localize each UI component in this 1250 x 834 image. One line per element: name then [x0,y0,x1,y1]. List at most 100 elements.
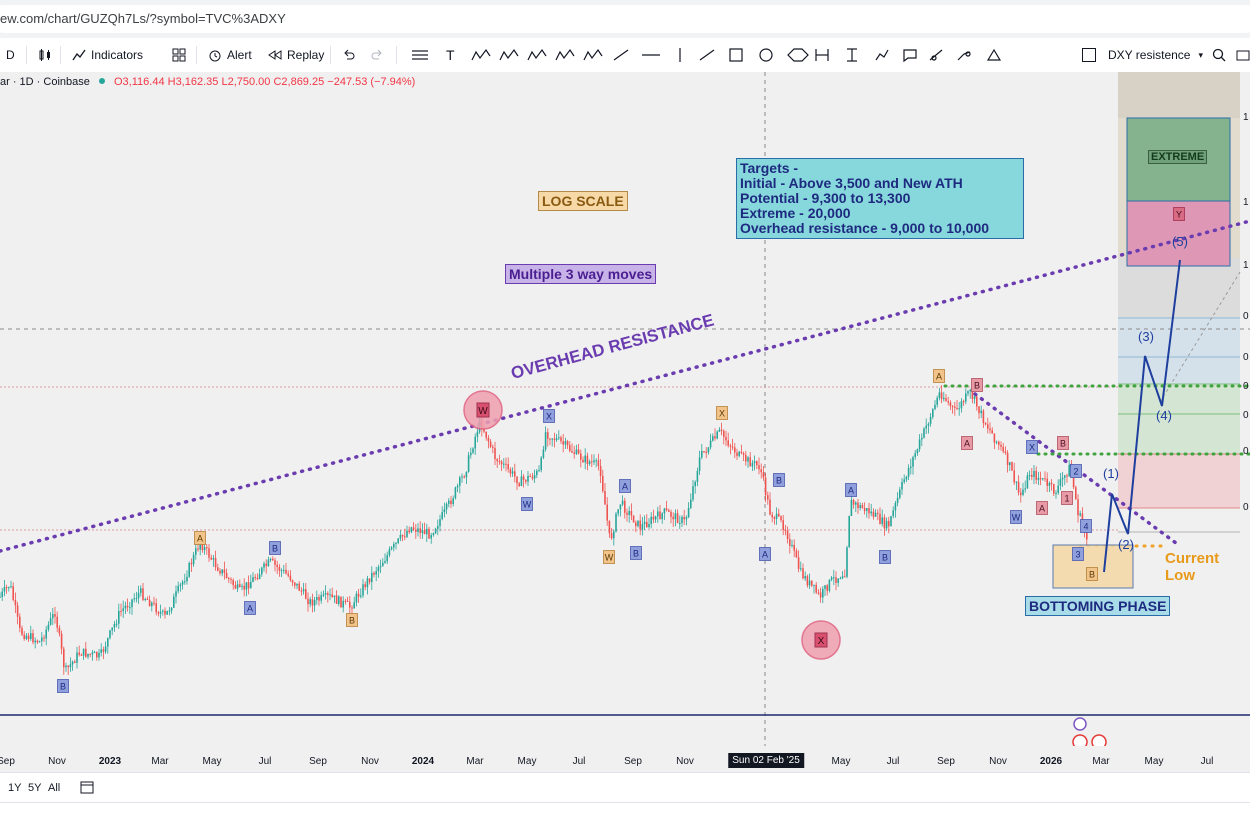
candle-body [168,610,171,612]
candle-body [883,517,886,529]
range-1y[interactable]: 1Y [8,782,22,794]
candle-body [927,423,930,426]
candle-body [384,561,386,563]
candle-body [142,588,144,600]
candle-body [346,600,349,602]
time-axis[interactable]: Sep Nov 2023 Mar May Jul Sep Nov 2024 Mar May Jul Se… [0,746,1250,772]
candle-body [60,633,63,649]
candle-body [485,431,487,438]
candle-body [56,616,58,628]
indicators-label: Indicators [91,48,144,62]
lightning-icon[interactable] [1073,717,1087,731]
range-5y[interactable]: 5Y [28,782,42,794]
candle-body [536,470,538,476]
candle-body [239,584,241,587]
candle-body [203,547,206,551]
chart-canvas[interactable]: B A B A B W X W X A W B B A X A B A B A W X B A 1 2 3 4 B Y (1) (2) (3) (… [0,72,1250,762]
symbol-name[interactable]: ar · 1D · Coinbase [0,76,90,88]
candle-body [826,585,828,591]
candle-body [914,453,916,457]
redo-button[interactable] [370,38,389,72]
candle-body [247,582,250,589]
candle-type-button[interactable] [38,38,57,72]
candle-body [1072,475,1075,488]
candle-body [406,530,408,537]
events-markers[interactable] [1068,714,1112,752]
candle-body [67,665,69,668]
time-axis-tick: Jul [572,756,586,767]
projection-blue-band [1118,318,1240,384]
candle-body [483,428,485,432]
candle-body [960,401,963,409]
candle-body [562,441,564,445]
calendar-icon[interactable] [80,780,94,794]
candle-body [470,452,472,456]
footer-panel [0,802,1250,834]
candle-body [1004,451,1007,453]
candle-body [709,440,712,448]
candle-body [921,437,923,440]
candle-body [21,627,23,635]
interval-button[interactable]: D [6,38,15,72]
candle-body [670,511,672,517]
wave-label-box [194,531,206,545]
candle-body [934,404,936,410]
redo-icon [371,49,382,60]
candle-body [109,630,111,639]
candle-body [745,454,747,462]
candle-body [756,461,758,466]
candle-body [989,428,991,431]
candle-body [432,533,435,536]
templates-button[interactable] [172,38,191,72]
candle-body [868,508,870,514]
alert-button[interactable]: Alert [208,38,252,72]
candle-body [313,599,316,606]
symbol-legend: ar · 1D · Coinbase O3,116.44 H3,162.35 L… [0,76,415,94]
wave-label: B [882,553,888,563]
search-button[interactable] [1212,38,1231,72]
candle-body [608,520,611,534]
layout-selector[interactable]: DXY resistence ▾ [1082,38,1203,72]
wave-label-box [1070,464,1082,478]
candle-body [170,607,173,611]
candle-body [159,611,162,614]
candle-body [661,513,663,520]
candle-body [47,624,50,630]
price-chart[interactable]: B A B A B W X W X A W B B A X A B A B A W X B A 1 2 3 4 B Y (1) (2) (3) (… [0,72,1250,762]
candle-body [63,648,65,668]
address-field[interactable] [0,5,1250,33]
candle-body [404,536,406,538]
wave-label-box [759,547,771,561]
candle-body [716,431,718,439]
indicators-button[interactable]: Indicators [72,38,143,72]
undo-button[interactable] [342,38,361,72]
candle-body [736,452,738,456]
candle-body [806,576,809,586]
candle-body [331,594,333,598]
drawing-tools-strip[interactable]: T [408,46,1008,64]
candle-body [687,508,690,518]
candle-body [298,583,300,591]
candle-body [646,521,648,528]
candle-body [373,572,375,575]
candle-body [844,576,846,578]
candle-body [610,533,613,539]
candle-body [386,555,388,562]
candle-body [824,585,826,589]
replay-button[interactable]: Replay [268,38,324,72]
url-text[interactable]: ew.com/chart/GUZQh7Ls/?symbol=TVC%3ADXY [0,11,286,26]
range-all[interactable]: All [48,782,61,794]
candle-body [1046,478,1048,486]
candle-body [291,580,294,583]
layout-checkbox[interactable] [1082,48,1096,62]
candle-body [5,587,8,589]
candle-body [118,610,120,624]
candle-body [327,593,329,596]
projection-red-band [1118,454,1240,508]
candle-body [1000,444,1002,447]
candle-body [408,530,410,533]
candle-body [320,595,322,601]
candle-body [45,629,47,639]
candle-body [276,564,278,568]
snapshot-button[interactable] [1236,38,1250,72]
